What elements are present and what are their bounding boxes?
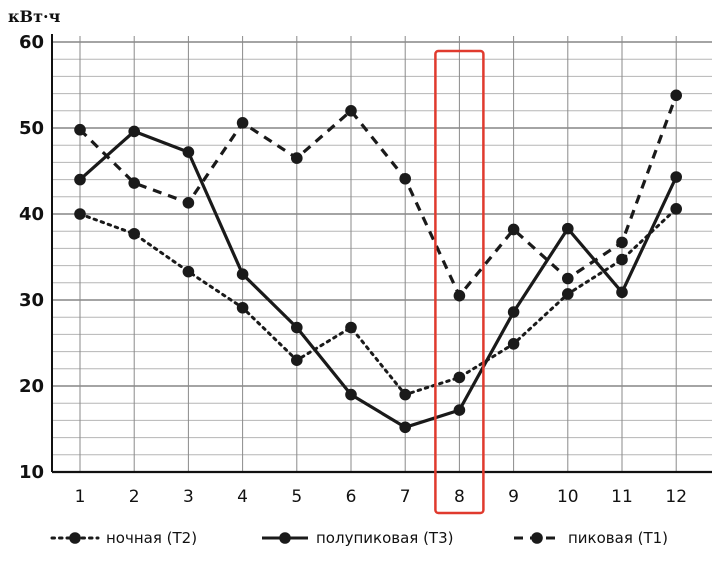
data-point	[236, 301, 249, 314]
series-group	[74, 89, 682, 434]
data-point	[291, 354, 303, 367]
data-point	[507, 338, 520, 350]
data-point	[670, 203, 682, 215]
data-point	[236, 117, 249, 129]
legend-marker	[531, 532, 543, 544]
data-point	[399, 421, 412, 434]
data-point	[399, 172, 412, 185]
data-point	[562, 288, 574, 300]
data-point	[182, 265, 195, 278]
data-point	[128, 177, 140, 189]
data-point	[562, 272, 574, 285]
data-point	[562, 222, 574, 235]
data-point	[291, 321, 303, 334]
y-tick-label: 10	[19, 462, 44, 483]
data-point	[74, 173, 86, 186]
data-point	[507, 223, 520, 236]
y-tick-label: 40	[19, 204, 44, 225]
data-point	[74, 208, 86, 220]
x-tick-label: 2	[129, 487, 140, 507]
data-point	[74, 123, 86, 136]
highlight-box-group	[434, 49, 485, 515]
legend-label: ночная (Т2)	[106, 529, 197, 547]
data-point	[236, 268, 249, 281]
data-point	[182, 146, 195, 158]
series-line-1	[78, 207, 678, 397]
series-line-3	[78, 94, 678, 298]
data-point	[291, 152, 303, 164]
data-point	[616, 253, 628, 266]
x-tick-label: 5	[291, 487, 302, 507]
data-point	[453, 404, 466, 416]
x-tick-label: 6	[346, 487, 357, 507]
legend: ночная (Т2) полупиковая (Т3) пиковая (Т1)	[50, 529, 668, 547]
x-tick-label: 3	[183, 487, 194, 507]
data-point	[453, 371, 466, 384]
data-point	[182, 197, 195, 209]
data-point	[128, 125, 140, 138]
y-tick-label: 20	[19, 376, 44, 397]
y-tick-label: 60	[19, 32, 44, 53]
x-tick-label: 4	[237, 487, 248, 507]
y-axis-unit-label: кВт·ч	[8, 7, 61, 26]
data-point	[670, 89, 682, 102]
axes	[51, 34, 712, 474]
x-tick-label: 1	[75, 487, 86, 507]
legend-label: пиковая (Т1)	[568, 529, 668, 547]
legend-marker	[279, 532, 291, 544]
data-point	[345, 105, 357, 117]
y-tick-label: 30	[19, 290, 44, 311]
data-point	[453, 289, 466, 302]
data-point	[616, 236, 628, 249]
y-tick-label: 50	[19, 118, 44, 139]
x-tick-label: 9	[508, 487, 519, 507]
data-point	[399, 388, 412, 401]
legend-label: полупиковая (Т3)	[316, 529, 453, 547]
x-tick-label: 8	[454, 487, 465, 507]
x-tick-label: 10	[557, 487, 579, 507]
x-tick-label: 7	[400, 487, 411, 507]
x-tick-label: 12	[665, 487, 687, 507]
series-line-2	[78, 129, 678, 429]
data-point	[507, 306, 520, 318]
grid	[52, 36, 712, 472]
legend-marker	[69, 532, 81, 544]
x-tick-label: 11	[611, 487, 633, 507]
data-point	[670, 171, 682, 183]
data-point	[345, 388, 357, 401]
data-point	[345, 321, 357, 334]
data-point	[128, 227, 140, 240]
data-point	[616, 286, 628, 299]
highlight-box	[434, 49, 485, 515]
